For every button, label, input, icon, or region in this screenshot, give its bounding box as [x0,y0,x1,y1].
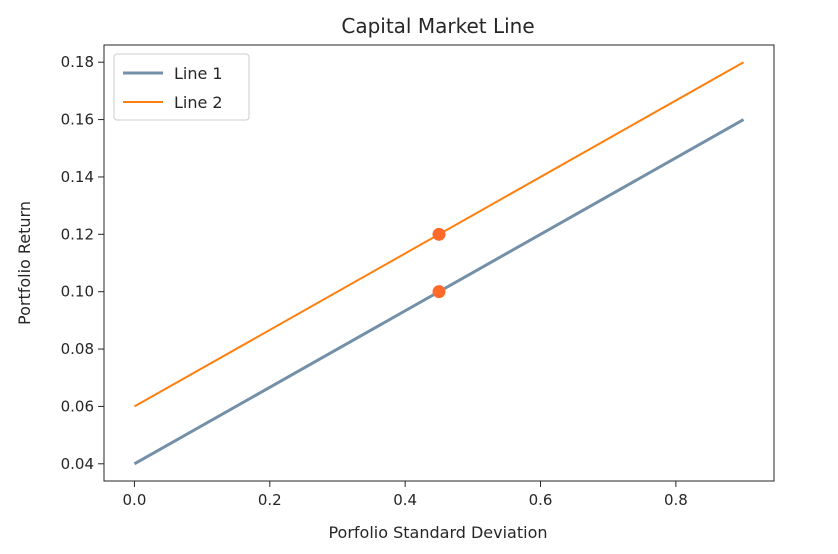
data-point-1 [432,285,446,299]
y-tick-label: 0.18 [61,53,94,71]
chart-title: Capital Market Line [341,14,534,38]
data-point-2 [432,227,446,241]
x-tick-label: 0.2 [258,491,282,509]
plot-frame [103,44,775,482]
legend-box [113,53,250,121]
x-axis-label: Porfolio Standard Deviation [328,523,547,542]
y-tick-label: 0.10 [61,283,94,301]
points-layer [432,227,446,299]
x-tick-label: 0.0 [123,491,147,509]
y-tick-label: 0.04 [61,455,94,473]
legend: Line 1 Line 2 [113,53,250,121]
x-tick-label: 0.4 [393,491,417,509]
y-axis-label: Portfolio Return [15,201,34,325]
x-axis-ticks: 0.0 0.2 0.4 0.6 0.8 [123,481,688,509]
y-tick-label: 0.16 [61,111,94,129]
x-tick-label: 0.8 [664,491,688,509]
legend-label-1: Line 1 [174,64,223,83]
y-tick-label: 0.06 [61,397,94,415]
y-tick-label: 0.14 [61,168,94,186]
y-axis-ticks: 0.04 0.06 0.08 0.10 0.12 0.14 0.16 0.18 [61,53,104,473]
legend-label-2: Line 2 [174,93,223,112]
y-tick-label: 0.12 [61,225,94,243]
y-tick-label: 0.08 [61,340,94,358]
x-tick-label: 0.6 [529,491,553,509]
plot-area [103,44,775,482]
